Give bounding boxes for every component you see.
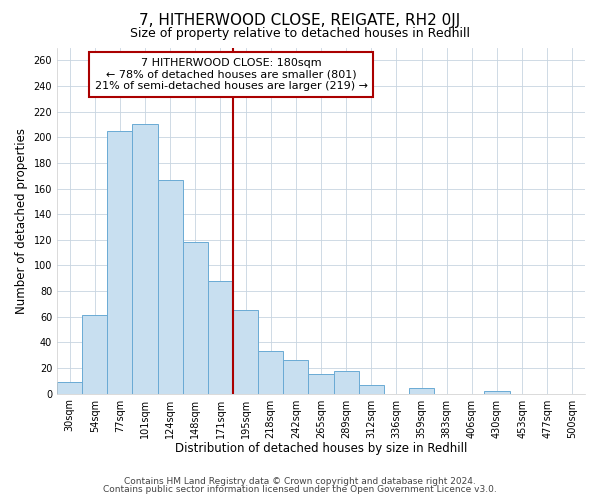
Bar: [208, 281, 233, 394]
Text: 7, HITHERWOOD CLOSE, REIGATE, RH2 0JJ: 7, HITHERWOOD CLOSE, REIGATE, RH2 0JJ: [139, 12, 461, 28]
Bar: [484, 391, 509, 394]
Bar: [183, 242, 208, 394]
Text: 7 HITHERWOOD CLOSE: 180sqm
← 78% of detached houses are smaller (801)
21% of sem: 7 HITHERWOOD CLOSE: 180sqm ← 78% of deta…: [95, 58, 368, 91]
Bar: [308, 374, 334, 394]
Bar: [283, 360, 308, 394]
Text: Contains public sector information licensed under the Open Government Licence v3: Contains public sector information licen…: [103, 485, 497, 494]
Text: Contains HM Land Registry data © Crown copyright and database right 2024.: Contains HM Land Registry data © Crown c…: [124, 477, 476, 486]
Bar: [334, 370, 359, 394]
Bar: [258, 352, 283, 394]
Y-axis label: Number of detached properties: Number of detached properties: [15, 128, 28, 314]
Bar: [133, 124, 158, 394]
Bar: [57, 382, 82, 394]
Bar: [233, 310, 258, 394]
Bar: [107, 131, 133, 394]
Bar: [82, 316, 107, 394]
Bar: [409, 388, 434, 394]
Bar: [359, 384, 384, 394]
Bar: [158, 180, 183, 394]
X-axis label: Distribution of detached houses by size in Redhill: Distribution of detached houses by size …: [175, 442, 467, 455]
Text: Size of property relative to detached houses in Redhill: Size of property relative to detached ho…: [130, 28, 470, 40]
